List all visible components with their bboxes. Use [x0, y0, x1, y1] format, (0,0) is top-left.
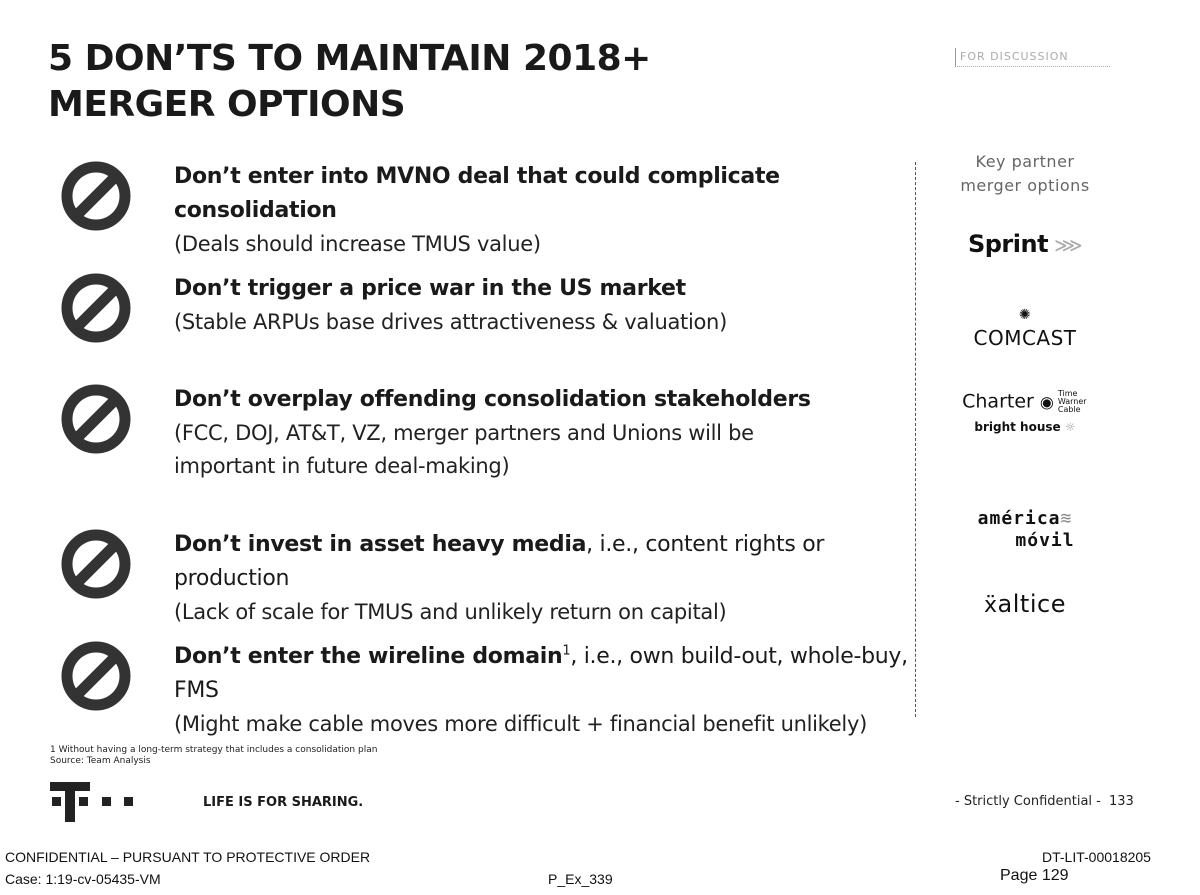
prohibited-icon	[61, 161, 131, 231]
dashed-divider	[915, 162, 916, 717]
slide-title: 5 DON’TS TO MAINTAIN 2018+ MERGER OPTION…	[48, 36, 748, 128]
prohibited-icon	[61, 273, 131, 343]
discussion-stamp: FOR DISCUSSION	[955, 48, 1110, 67]
partners-title: Key partner merger options	[930, 150, 1120, 198]
title-line-2: MERGER OPTIONS	[48, 84, 406, 125]
item-heading: Don’t trigger a price war in the US mark…	[174, 276, 686, 301]
time-warner-eye-icon: ◉	[1039, 392, 1054, 412]
dont-item-1: Don’t enter into MVNO deal that could co…	[60, 160, 900, 256]
altice-emblem-icon: ẍ	[984, 593, 998, 618]
partners-panel: Key partner merger options Sprint ⋙ ✺ COM…	[930, 150, 1120, 618]
dont-item-2: Don’t trigger a price war in the US mark…	[60, 272, 900, 362]
item-subtext: (Might make cable moves more difficult +…	[174, 712, 867, 736]
sun-icon: ☼	[1064, 420, 1076, 434]
prohibited-icon	[61, 529, 131, 599]
sprint-logo: Sprint ⋙	[930, 230, 1120, 258]
item-heading: Don’t overplay offending consolidation s…	[174, 387, 811, 412]
dont-item-5: Don’t enter the wireline domain1, i.e., …	[60, 640, 908, 736]
title-line-1: 5 DON’TS TO MAINTAIN 2018+	[48, 38, 651, 79]
exhibit-number: P_Ex_339	[548, 871, 613, 887]
comcast-wordmark: COMCAST	[973, 326, 1077, 350]
bright-house-logo: bright house ☼	[930, 420, 1120, 434]
footnote-marker: 1	[562, 643, 571, 659]
item-heading-rest: , i.e., content rights or production	[174, 532, 825, 591]
movil-wordmark: móvil	[1015, 530, 1075, 551]
case-number: Case: 1:19-cv-05435-VM	[5, 871, 161, 887]
comcast-logo: ✺ COMCAST	[930, 308, 1120, 350]
altice-wordmark: altice	[997, 590, 1066, 618]
slide-number: 133	[1109, 794, 1134, 809]
sprint-swoosh-icon: ⋙	[1054, 233, 1083, 257]
item-subtext: (Stable ARPUs base drives attractiveness…	[174, 310, 727, 334]
item-heading-rest: , i.e., own build-out, whole-buy, FMS	[174, 644, 908, 703]
america-movil-icon: ≋	[1060, 508, 1073, 529]
footnote-text: 1 Without having a long-term strategy th…	[50, 745, 378, 755]
source-text: Source: Team Analysis	[50, 756, 151, 766]
item-heading: Don’t enter the wireline domain	[174, 644, 563, 669]
document-id: DT-LIT-00018205	[1042, 849, 1151, 865]
item-subtext: (Lack of scale for TMUS and unlikely ret…	[174, 600, 727, 624]
footnotes: 1 Without having a long-term strategy th…	[50, 745, 377, 767]
america-wordmark: américa	[977, 508, 1061, 529]
partners-title-line-2: merger options	[960, 176, 1090, 195]
page-number: Page 129	[1000, 867, 1069, 884]
item-subtext: (Deals should increase TMUS value)	[174, 232, 541, 256]
item-subtext: (FCC, DOJ, AT&T, VZ, merger partners and…	[174, 421, 754, 478]
sprint-wordmark: Sprint	[967, 230, 1049, 258]
item-heading: Don’t invest in asset heavy media	[174, 532, 587, 557]
tagline: LIFE IS FOR SHARING.	[203, 795, 364, 810]
confidential-note: - Strictly Confidential - 133	[955, 794, 1134, 809]
partners-title-line-1: Key partner	[975, 152, 1075, 171]
dont-item-3: Don’t overplay offending consolidation s…	[60, 383, 900, 478]
bright-house-wordmark: bright house	[974, 420, 1061, 434]
prohibited-icon	[61, 384, 131, 454]
time-warner-wordmark: Time Warner Cable	[1057, 389, 1087, 414]
prohibited-icon	[61, 641, 131, 711]
america-movil-logo: américa≋ móvil	[930, 508, 1120, 552]
item-heading: Don’t enter into MVNO deal that could co…	[174, 164, 780, 223]
peacock-icon: ✺	[1018, 307, 1032, 323]
charter-logo: Charter ◉ Time Warner Cable	[930, 390, 1120, 414]
confidential-label: - Strictly Confidential -	[955, 794, 1101, 809]
altice-logo: ẍaltice	[930, 590, 1120, 618]
charter-wordmark: Charter	[962, 390, 1034, 413]
protective-order-label: CONFIDENTIAL – PURSUANT TO PROTECTIVE OR…	[5, 849, 371, 865]
tmobile-logo	[50, 782, 133, 822]
dont-item-4: Don’t invest in asset heavy media, i.e.,…	[60, 528, 900, 624]
